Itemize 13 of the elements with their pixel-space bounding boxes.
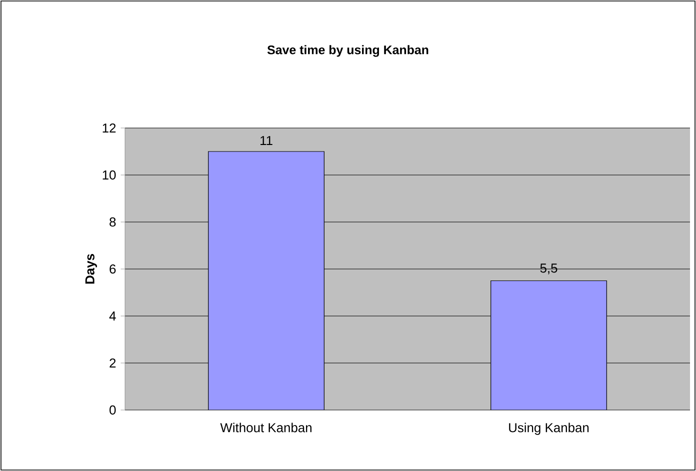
y-tick-label: 12 [102, 123, 116, 133]
y-tick-label: 10 [102, 170, 116, 180]
y-tick-label: 2 [110, 358, 116, 368]
y-tick-label: 8 [110, 217, 116, 227]
y-axis-title: Days [85, 254, 97, 284]
data-label: 11 [260, 136, 272, 145]
chart-title: Save time by using Kanban [267, 45, 428, 57]
y-tick-label: 0 [110, 405, 116, 415]
data-label: 5,5 [540, 264, 558, 274]
y-tick-label: 6 [110, 264, 116, 274]
x-tick-label: Without Kanban [220, 422, 312, 432]
x-tick-label: Using Kanban [509, 422, 589, 435]
y-tick-label: 4 [109, 312, 116, 320]
